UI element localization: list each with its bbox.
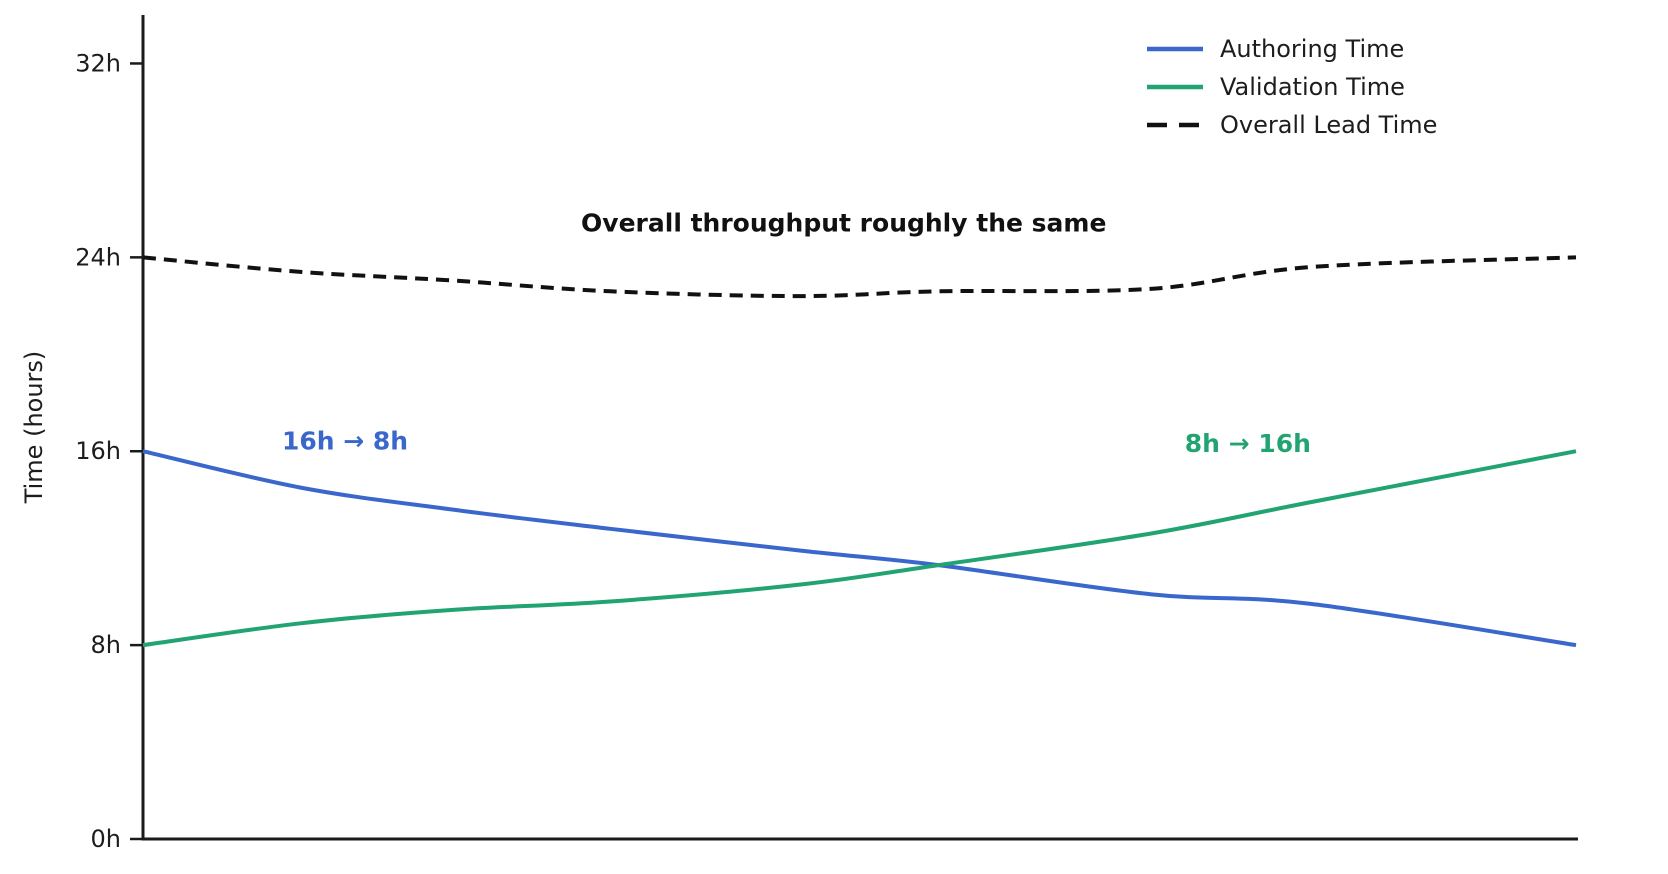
y-tick-label-16h: 16h [75, 437, 121, 465]
chart-legend: Authoring Time Validation Time Overall L… [1146, 30, 1437, 144]
annotation-16h-8h: 16h → 8h [282, 427, 408, 456]
y-axis-title: Time (hours) [20, 351, 48, 505]
legend-item-validation-time: Validation Time [1146, 68, 1437, 106]
legend-line-swatch-validation [1147, 84, 1203, 90]
legend-label-validation-time: Validation Time [1220, 73, 1405, 101]
annotation-8h-16h: 8h → 16h [1185, 429, 1311, 458]
series-line-overall-lead-time [142, 255, 1577, 299]
y-tick-label-0h: 0h [91, 825, 121, 853]
annotation-overall-throughput-roughly-the-same: Overall throughput roughly the same [581, 208, 1106, 237]
legend-label-authoring-time: Authoring Time [1220, 35, 1405, 63]
legend-line-swatch-authoring [1147, 46, 1203, 52]
y-tick-label-24h: 24h [75, 243, 121, 271]
series-line-authoring-time [142, 449, 1577, 648]
legend-label-overall-lead-time: Overall Lead Time [1220, 111, 1438, 139]
y-tick-label-8h: 8h [91, 631, 121, 659]
series-line-validation-time [142, 449, 1577, 648]
y-tick-label-32h: 32h [75, 49, 121, 77]
legend-item-overall-lead-time: Overall Lead Time [1146, 106, 1437, 144]
legend-line-swatch-overall [1147, 122, 1203, 128]
legend-item-authoring-time: Authoring Time [1146, 30, 1437, 68]
